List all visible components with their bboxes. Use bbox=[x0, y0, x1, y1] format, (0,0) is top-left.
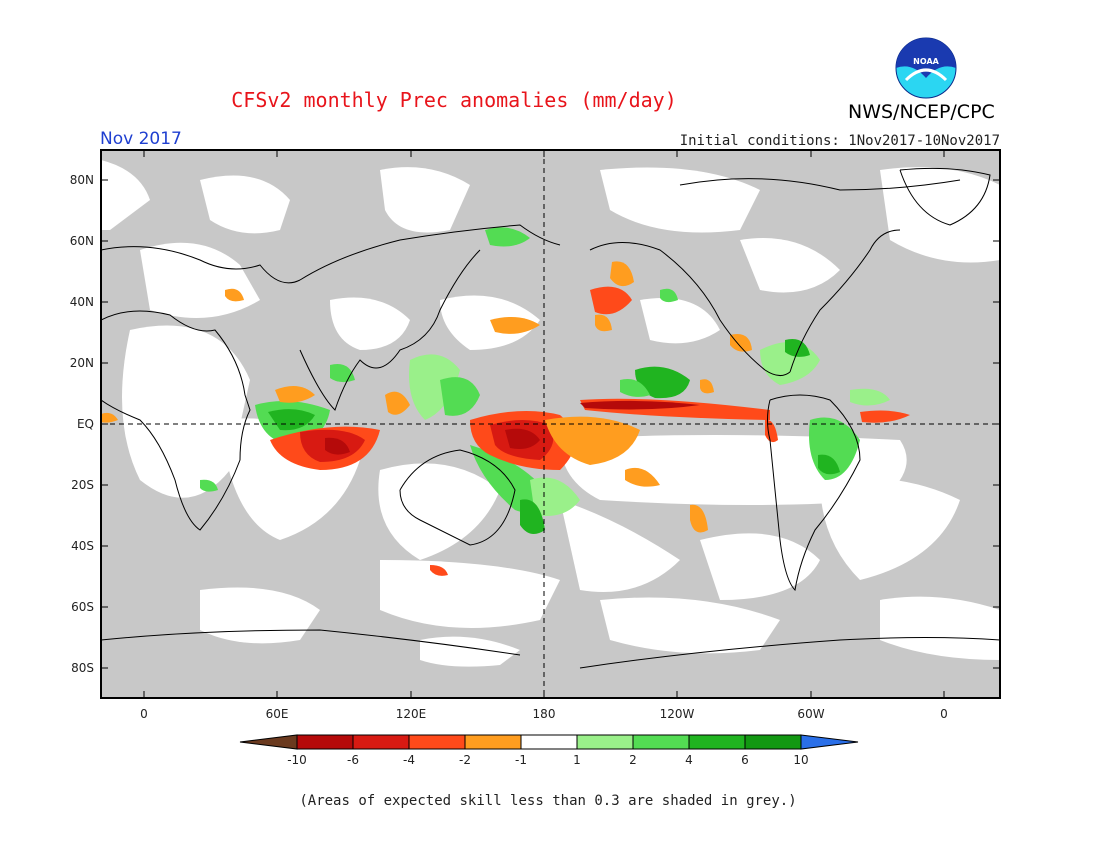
lat-tick-label: 40N bbox=[69, 295, 94, 309]
month-label: Nov 2017 bbox=[100, 129, 182, 149]
colorbar-label: 1 bbox=[573, 753, 581, 767]
lon-tick-label: 0 bbox=[940, 707, 948, 721]
lat-tick-label: 60N bbox=[69, 234, 94, 248]
lon-tick-label: 120E bbox=[395, 707, 427, 721]
lon-tick-label: 60W bbox=[797, 707, 825, 721]
lon-tick-label: 120W bbox=[659, 707, 695, 721]
dry-anomaly-patches bbox=[101, 261, 910, 576]
neutral-anomaly-patches bbox=[101, 160, 1000, 667]
lat-tick-label: 40S bbox=[71, 539, 94, 553]
colorbar-label: 2 bbox=[629, 753, 637, 767]
lat-tick-label: 60S bbox=[71, 600, 94, 614]
lat-tick-label: 80N bbox=[69, 173, 94, 187]
coastlines bbox=[101, 167, 1000, 669]
colorbar-label: 10 bbox=[793, 753, 809, 767]
lon-tick-label: 60E bbox=[265, 707, 289, 721]
colorbar-arrow-right bbox=[800, 734, 859, 750]
colorbar-arrow-left bbox=[239, 734, 298, 750]
colorbar-label: -1 bbox=[515, 753, 527, 767]
axis-ticks bbox=[101, 150, 1000, 698]
lat-tick-label: EQ bbox=[76, 417, 94, 431]
skill-note: (Areas of expected skill less than 0.3 a… bbox=[299, 793, 797, 809]
agency-label: NWS/NCEP/CPC bbox=[848, 101, 995, 123]
lat-tick-label: 20S bbox=[71, 478, 94, 492]
colorbar-label: 6 bbox=[741, 753, 749, 767]
colorbar-label: -10 bbox=[287, 753, 307, 767]
colorbar-label: -2 bbox=[459, 753, 471, 767]
colorbar-label: 4 bbox=[685, 753, 693, 767]
map-title: CFSv2 monthly Prec anomalies (mm/day) bbox=[231, 88, 677, 112]
colorbar-label: -6 bbox=[347, 753, 359, 767]
lon-tick-label: 180 bbox=[532, 707, 556, 721]
colorbar-label: -4 bbox=[403, 753, 415, 767]
colorbar bbox=[239, 734, 859, 750]
initial-conditions-label: Initial conditions: 1Nov2017-10Nov2017 bbox=[679, 133, 1000, 149]
lat-tick-label: 20N bbox=[69, 356, 94, 370]
lat-tick-label: 80S bbox=[71, 661, 94, 675]
lon-tick-label: 0 bbox=[140, 707, 148, 721]
